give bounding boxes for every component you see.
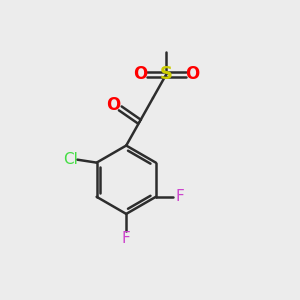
Text: O: O [106, 96, 121, 114]
Text: S: S [160, 65, 173, 83]
Text: F: F [175, 189, 184, 204]
Text: O: O [185, 65, 199, 83]
Text: O: O [134, 65, 148, 83]
Text: Cl: Cl [63, 152, 78, 167]
Text: F: F [122, 231, 130, 246]
